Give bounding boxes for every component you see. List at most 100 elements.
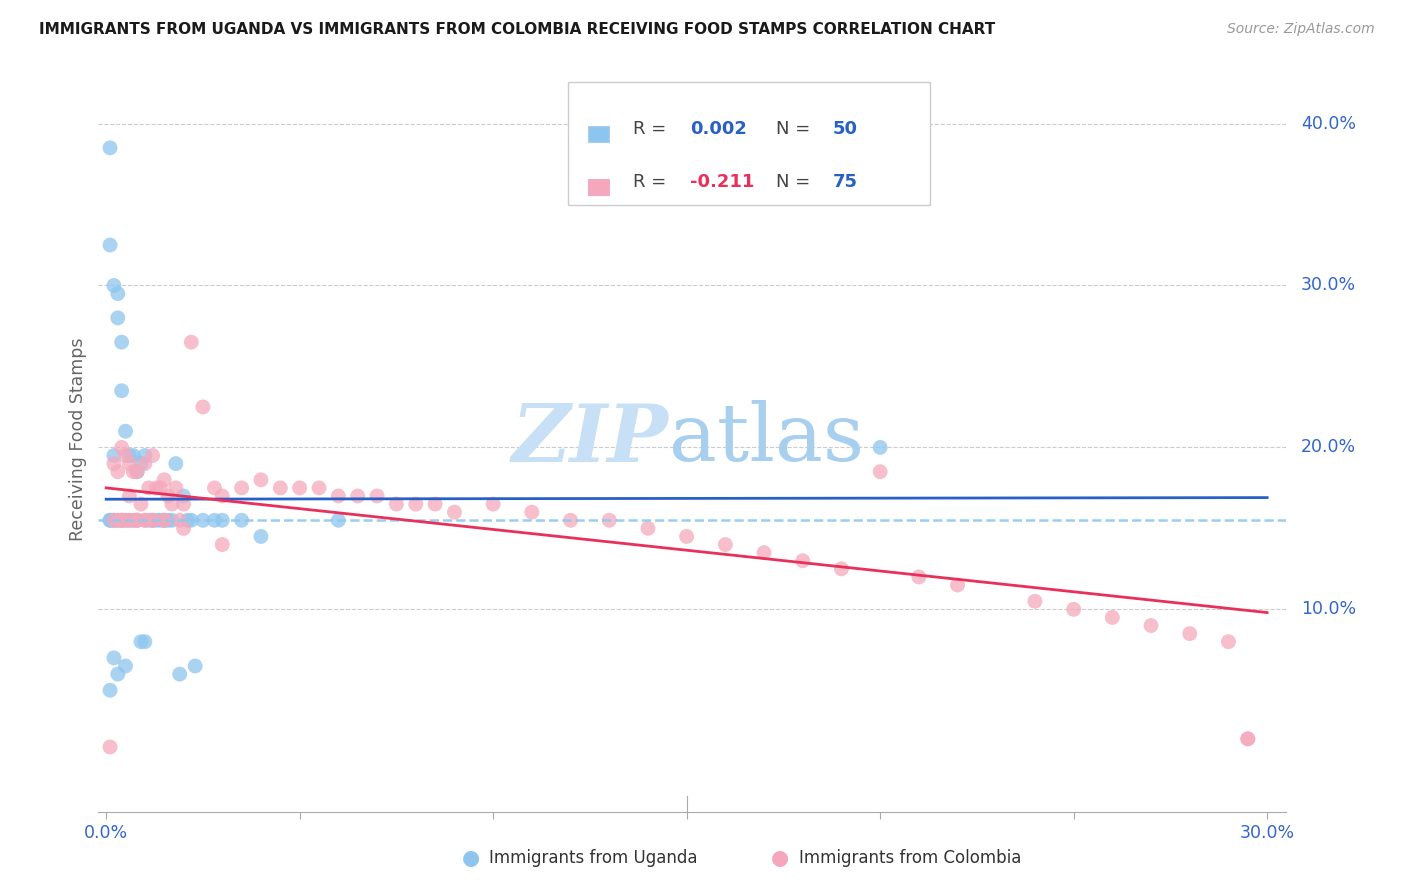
Point: [250, 473, 273, 487]
Point: [145, 513, 167, 527]
Point: [127, 513, 149, 527]
Point: [169, 667, 191, 681]
Point: [111, 441, 134, 455]
Text: N =: N =: [776, 174, 810, 192]
Point: [560, 513, 582, 527]
Point: [98, 513, 121, 527]
Point: [122, 449, 145, 463]
Point: [111, 513, 134, 527]
Point: [107, 286, 129, 301]
Point: [328, 489, 350, 503]
Point: [482, 497, 505, 511]
Point: [127, 513, 149, 527]
Text: Immigrants from Colombia: Immigrants from Colombia: [799, 849, 1021, 867]
Point: [231, 513, 253, 527]
Point: [1236, 731, 1258, 746]
Point: [328, 513, 350, 527]
Point: [129, 634, 152, 648]
Point: [107, 310, 129, 325]
Point: [129, 497, 152, 511]
Point: [211, 537, 233, 551]
Point: [138, 481, 160, 495]
Point: [107, 465, 129, 479]
Point: [114, 513, 136, 527]
Point: [118, 449, 141, 463]
FancyBboxPatch shape: [588, 179, 609, 195]
Point: [184, 659, 207, 673]
Text: Source: ZipAtlas.com: Source: ZipAtlas.com: [1227, 22, 1375, 37]
Text: ●: ●: [463, 848, 479, 868]
Text: -0.211: -0.211: [690, 174, 755, 192]
Point: [173, 489, 195, 503]
Point: [792, 554, 814, 568]
Point: [111, 335, 134, 350]
Point: [142, 513, 165, 527]
Point: [1140, 618, 1163, 632]
Text: Immigrants from Uganda: Immigrants from Uganda: [489, 849, 697, 867]
Point: [385, 497, 408, 511]
Point: [637, 521, 659, 535]
Point: [191, 400, 214, 414]
Point: [111, 513, 134, 527]
Point: [114, 449, 136, 463]
Point: [122, 513, 145, 527]
Point: [118, 513, 141, 527]
Text: 75: 75: [832, 174, 858, 192]
Point: [153, 513, 176, 527]
Text: ●: ●: [772, 848, 789, 868]
Point: [520, 505, 543, 519]
Point: [114, 424, 136, 438]
Point: [308, 481, 330, 495]
Point: [830, 562, 852, 576]
Point: [118, 489, 141, 503]
Point: [204, 513, 226, 527]
Point: [111, 513, 134, 527]
Point: [118, 513, 141, 527]
Point: [250, 529, 273, 543]
Point: [191, 513, 214, 527]
Point: [142, 449, 165, 463]
Point: [138, 513, 160, 527]
Point: [752, 546, 775, 560]
Point: [107, 513, 129, 527]
Text: 30.0%: 30.0%: [1301, 277, 1355, 294]
Point: [134, 513, 156, 527]
Point: [1024, 594, 1046, 608]
Point: [675, 529, 697, 543]
Point: [114, 659, 136, 673]
Point: [103, 513, 125, 527]
Point: [211, 513, 233, 527]
Point: [176, 513, 198, 527]
Text: 40.0%: 40.0%: [1301, 114, 1355, 133]
Point: [169, 513, 191, 527]
Point: [114, 513, 136, 527]
Point: [149, 513, 172, 527]
Point: [134, 513, 156, 527]
Point: [149, 481, 172, 495]
Point: [869, 441, 891, 455]
Point: [98, 513, 121, 527]
Point: [127, 465, 149, 479]
Point: [160, 513, 183, 527]
Point: [103, 651, 125, 665]
Point: [1218, 634, 1240, 648]
Text: 10.0%: 10.0%: [1301, 600, 1355, 618]
Point: [134, 634, 156, 648]
Point: [103, 457, 125, 471]
Point: [946, 578, 969, 592]
Point: [405, 497, 427, 511]
Point: [98, 683, 121, 698]
Point: [111, 384, 134, 398]
Text: IMMIGRANTS FROM UGANDA VS IMMIGRANTS FROM COLOMBIA RECEIVING FOOD STAMPS CORRELA: IMMIGRANTS FROM UGANDA VS IMMIGRANTS FRO…: [39, 22, 995, 37]
Point: [269, 481, 291, 495]
Point: [1101, 610, 1123, 624]
Point: [118, 457, 141, 471]
Point: [127, 513, 149, 527]
Point: [231, 481, 253, 495]
Point: [127, 465, 149, 479]
Point: [1178, 626, 1201, 640]
Point: [145, 481, 167, 495]
Text: 50: 50: [832, 120, 858, 138]
Point: [1063, 602, 1085, 616]
Point: [153, 513, 176, 527]
